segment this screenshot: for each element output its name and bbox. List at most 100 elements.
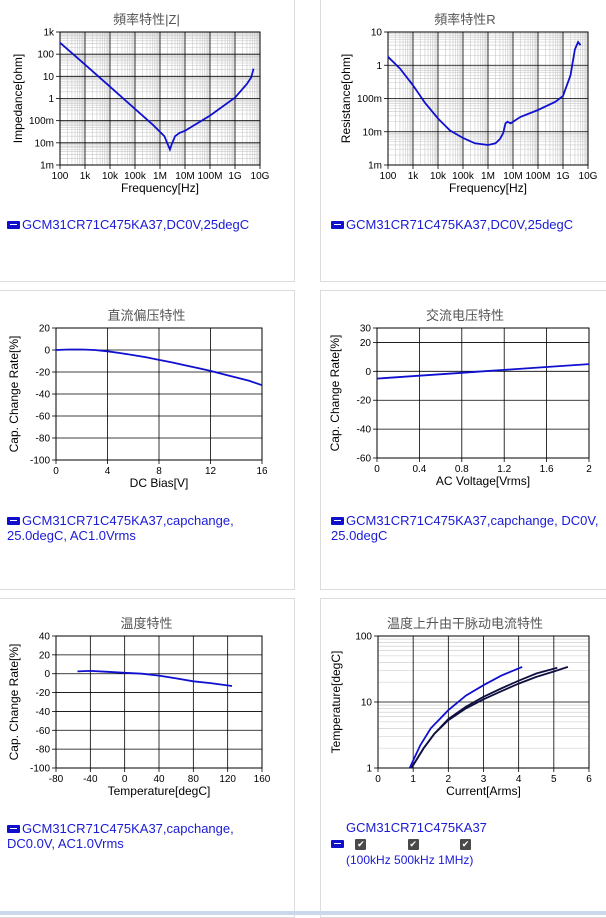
y-tick-label: 20 — [39, 650, 51, 661]
y-tick-label: 100m — [29, 116, 54, 127]
legend-label: GCM31CR71C475KA37,DC0V,25degC — [346, 217, 574, 232]
chart-legend[interactable]: GCM31CR71C475KA37,capchange, DC0.0V, AC1… — [7, 821, 234, 851]
chart-legend[interactable]: GCM31CR71C475KA37,DC0V,25degC — [7, 217, 249, 232]
x-tick-label: 1k — [408, 171, 420, 182]
legend-toggle-icon[interactable] — [331, 516, 344, 525]
y-tick-label: 1k — [43, 28, 55, 39]
x-tick-label: 3 — [481, 774, 487, 785]
x-tick-label: 1M — [481, 171, 495, 182]
plot-frame — [376, 327, 590, 459]
legend-label-line1: GCM31CR71C475KA37,capchange, — [22, 821, 234, 836]
y-tick-label: 1 — [48, 94, 54, 105]
x-tick-label: 1 — [410, 774, 416, 785]
y-axis-label: Impedance[ohm] — [11, 54, 25, 143]
chart-legend-name: GCM31CR71C475KA37 — [346, 820, 487, 835]
chart-panel-ripple-current: 温度上升由干脉动电流特性 0 1 2 3 4 5 6 100 10 1 Current[Arms] T… — [320, 598, 606, 918]
x-tick-label: 100 — [52, 171, 69, 182]
series-line-main — [55, 348, 263, 387]
series-line-500khz — [410, 666, 558, 769]
x-tick-label: 10M — [175, 171, 194, 182]
temperature-chart: -80 -40 0 40 80 120 16040200-20-40-60-80-100Te… — [7, 632, 271, 799]
x-tick-label: 10M — [503, 171, 522, 182]
legend-label-line2: 25.0degC — [331, 528, 388, 543]
x-tick-label: 1.2 — [497, 464, 511, 475]
chart-panel-ac-voltage: 交流电压特性 0 0.4 0.8 1.2 1.6 2 30 20 0 -20 -40 -60 AC Vo… — [320, 290, 606, 590]
legend-toggle-icon[interactable] — [7, 516, 20, 525]
x-tick-label: 0.4 — [412, 464, 426, 475]
chart-title: 頻率特性|Z| — [113, 12, 180, 27]
x-tick-label: 10k — [430, 171, 447, 182]
y-tick-label: 10m — [363, 127, 382, 138]
checkbox-500khz[interactable]: ✔ — [407, 839, 419, 851]
legend-label: GCM31CR71C475KA37,DC0V,25degC — [22, 217, 250, 232]
series-line-main — [59, 42, 255, 153]
impedance-chart: 100 1k 10k 100k 1M 10M 100M 1G 10G 1k 100 10 1 100m 10… — [11, 28, 270, 196]
x-tick-label: 40 — [153, 774, 165, 785]
legend-label-100khz: 100kHz — [350, 853, 391, 867]
legend-label-line1: GCM31CR71C475KA37,capchange, — [22, 513, 234, 528]
legend-label-1mhz: 1MHz — [438, 853, 470, 867]
y-axis-label: Temperature[degC] — [329, 651, 343, 754]
y-tick-label: 0 — [44, 346, 50, 357]
chart-legend[interactable]: GCM31CR71C475KA37,capchange, DC0V, 25.0d… — [331, 513, 598, 543]
y-axis-label: Resistance[ohm] — [339, 54, 353, 143]
legend-check-labels: (100kHz 500kHz 1MHz) — [346, 853, 474, 867]
y-tick-label: 10m — [35, 138, 54, 149]
checkbox-1mhz[interactable]: ✔ — [460, 839, 472, 851]
x-axis-label: AC Voltage[Vrms] — [436, 474, 530, 488]
x-tick-label: 160 — [254, 774, 271, 785]
legend-label-line2: DC0.0V, AC1.0Vrms — [7, 836, 124, 851]
y-tick-label: 1m — [368, 161, 382, 172]
x-tick-label: 12 — [205, 466, 217, 477]
chart-panel-dc-bias: 直流偏压特性 0 4 8 12 16 20 0 -20 -40 -60 -80 -100 DC Bias… — [0, 290, 295, 590]
x-tick-label: 10G — [579, 171, 598, 182]
checkbox-100khz[interactable]: ✔ — [355, 839, 367, 851]
x-tick-label: 0 — [122, 774, 128, 785]
y-axis-label: Cap. Change Rate[%] — [7, 644, 21, 761]
y-tick-label: -60 — [357, 454, 372, 465]
y-tick-label: 1m — [40, 161, 54, 172]
x-tick-label: 80 — [188, 774, 200, 785]
legend-toggle-icon[interactable] — [7, 220, 20, 229]
legend-toggle-icon[interactable] — [331, 839, 344, 848]
x-tick-label: 6 — [586, 774, 592, 785]
x-tick-label: 0.8 — [455, 464, 469, 475]
y-tick-label: 40 — [39, 632, 51, 643]
x-tick-label: 1M — [153, 171, 167, 182]
ripple-current-chart: 0 1 2 3 4 5 6100101Current[Arms]Temperature[de… — [329, 632, 592, 799]
y-tick-label: 100m — [357, 94, 382, 105]
x-tick-label: 100M — [197, 171, 222, 182]
legend-toggle-icon[interactable] — [7, 824, 20, 833]
dc-bias-chart: 0 4 8 12 16 20 0 -20 -40 -60 -80 -100 DC Bias[V] Cap.… — [7, 324, 268, 491]
chart-title: 頻率特性R — [434, 12, 496, 27]
legend-toggle-icon[interactable] — [331, 220, 344, 229]
x-tick-label: -40 — [83, 774, 98, 785]
chart-legend[interactable]: GCM31CR71C475KA37,DC0V,25degC — [331, 217, 573, 232]
y-tick-label: -60 — [36, 726, 51, 737]
y-tick-label: -40 — [357, 425, 372, 436]
chart-legend[interactable]: GCM31CR71C475KA37,capchange, 25.0degC, A… — [7, 513, 234, 543]
plot-frame — [387, 31, 589, 166]
plot-frame — [59, 31, 261, 166]
chart-title: 温度上升由干脉动电流特性 — [386, 616, 543, 631]
y-tick-label: -40 — [36, 707, 51, 718]
legend-label-line1: GCM31CR71C475KA37,capchange, DC0V, — [346, 513, 599, 528]
y-tick-label: -20 — [36, 368, 51, 379]
x-tick-label: 1G — [556, 171, 570, 182]
ac-voltage-chart: 0 0.4 0.8 1.2 1.6 2 30 20 0 -20 -40 -60 AC Voltage[V… — [328, 324, 592, 489]
x-tick-label: 100k — [452, 171, 475, 182]
y-tick-label: -80 — [36, 434, 51, 445]
x-tick-label: 5 — [551, 774, 557, 785]
series-line-main — [77, 669, 233, 687]
y-tick-label: -80 — [36, 745, 51, 756]
x-tick-label: 2 — [586, 464, 592, 475]
x-tick-label: 120 — [219, 774, 236, 785]
chart-panel-resistance: 頻率特性R 100 1k 10k 100k 1M 10M 100M 1G 10G 10 1 100m 1… — [320, 0, 606, 282]
x-axis-label: Frequency[Hz] — [121, 181, 199, 195]
x-tick-label: 1k — [80, 171, 92, 182]
chart-panel-temperature: 温度特性 -80 -40 0 40 80 120 160 40 20 0 -20 -40 -60 -80-… — [0, 598, 295, 918]
x-tick-label: 4 — [105, 466, 111, 477]
x-tick-label: 1G — [228, 171, 242, 182]
x-tick-label: 10k — [102, 171, 119, 182]
y-tick-label: 10 — [371, 28, 383, 39]
